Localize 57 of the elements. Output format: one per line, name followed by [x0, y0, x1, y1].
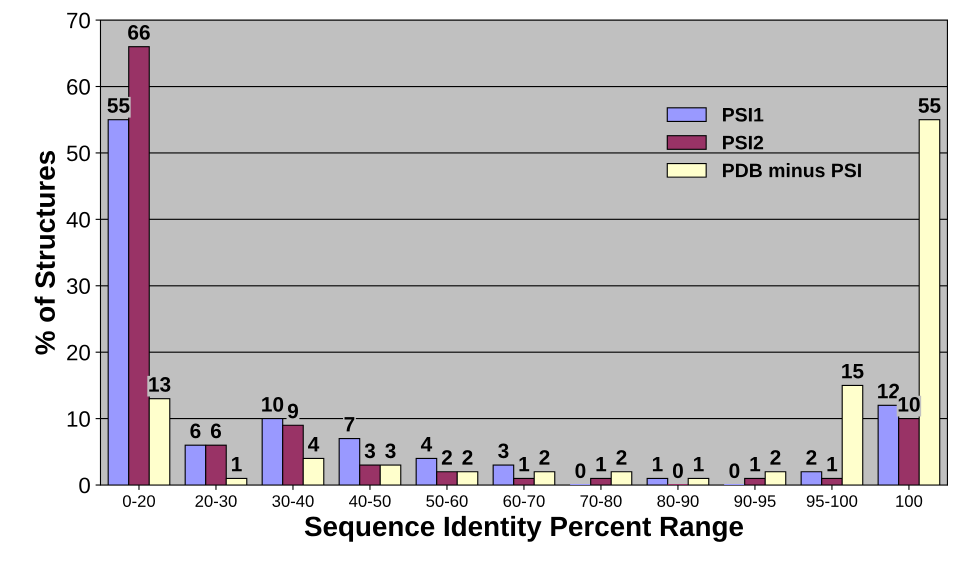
x-tick-label: 90-95 [734, 495, 776, 507]
x-tick-label: 0-20 [122, 495, 156, 507]
data-label: 10 [898, 396, 920, 412]
data-label: 2 [806, 450, 816, 465]
x-tick-label: 100 [896, 495, 922, 507]
data-label: 15 [842, 364, 864, 379]
data-label: 3 [364, 443, 376, 458]
x-axis-title: Sequence Identity Percent Range [304, 516, 743, 542]
legend-label: PSI1 [723, 108, 764, 122]
y-tick-label: 60 [67, 79, 90, 95]
legend-label: PSI2 [723, 136, 764, 150]
y-tick-label: 0 [79, 478, 90, 494]
data-label: 12 [878, 384, 900, 398]
data-label: 1 [232, 456, 242, 472]
x-tick-label: 50-60 [426, 495, 468, 507]
legend-label: PDB minus PSI [723, 163, 861, 178]
x-tick-label: 80-90 [657, 495, 699, 507]
data-label: 10 [262, 396, 284, 412]
data-label: 1 [596, 456, 606, 472]
data-label: 3 [385, 443, 396, 458]
x-tick-label: 40-50 [349, 495, 391, 507]
data-label: 4 [308, 437, 320, 452]
data-label: 0 [575, 463, 586, 478]
data-label: 0 [729, 463, 740, 478]
y-tick-label: 70 [67, 12, 90, 28]
x-tick-label: 20-30 [196, 495, 237, 507]
x-tick-label: 30-40 [272, 495, 314, 507]
x-tick-label: 95-100 [806, 495, 858, 507]
data-label: 1 [694, 456, 704, 472]
x-tick-label: 60-70 [503, 495, 545, 507]
y-tick-label: 10 [68, 411, 90, 427]
data-label: 3 [498, 443, 508, 458]
data-label: 66 [128, 25, 150, 40]
data-label: 1 [652, 456, 663, 472]
x-tick-label: 70-80 [580, 495, 622, 507]
y-tick-label: 30 [66, 278, 90, 294]
data-label: 55 [918, 98, 940, 113]
data-label: 55 [108, 98, 130, 113]
y-tick-label: 20 [67, 344, 90, 360]
data-label: 2 [770, 450, 780, 465]
data-label: 6 [190, 424, 200, 438]
data-label: 1 [750, 456, 760, 472]
y-axis-title: % of Structures [34, 151, 55, 355]
data-label: 9 [288, 404, 298, 418]
y-tick-label: 50 [66, 145, 90, 162]
data-label: 2 [462, 450, 472, 465]
data-label: 1 [827, 456, 838, 472]
data-label: 13 [149, 377, 170, 392]
y-tick-label: 40 [66, 212, 90, 228]
data-label: 1 [519, 456, 530, 472]
data-label: 4 [420, 437, 432, 452]
data-label: 2 [616, 450, 626, 465]
data-label: 7 [344, 417, 354, 432]
data-label: 2 [442, 450, 452, 465]
data-label: 6 [210, 424, 222, 438]
data-label: 0 [672, 463, 683, 478]
data-label: 2 [539, 450, 550, 465]
